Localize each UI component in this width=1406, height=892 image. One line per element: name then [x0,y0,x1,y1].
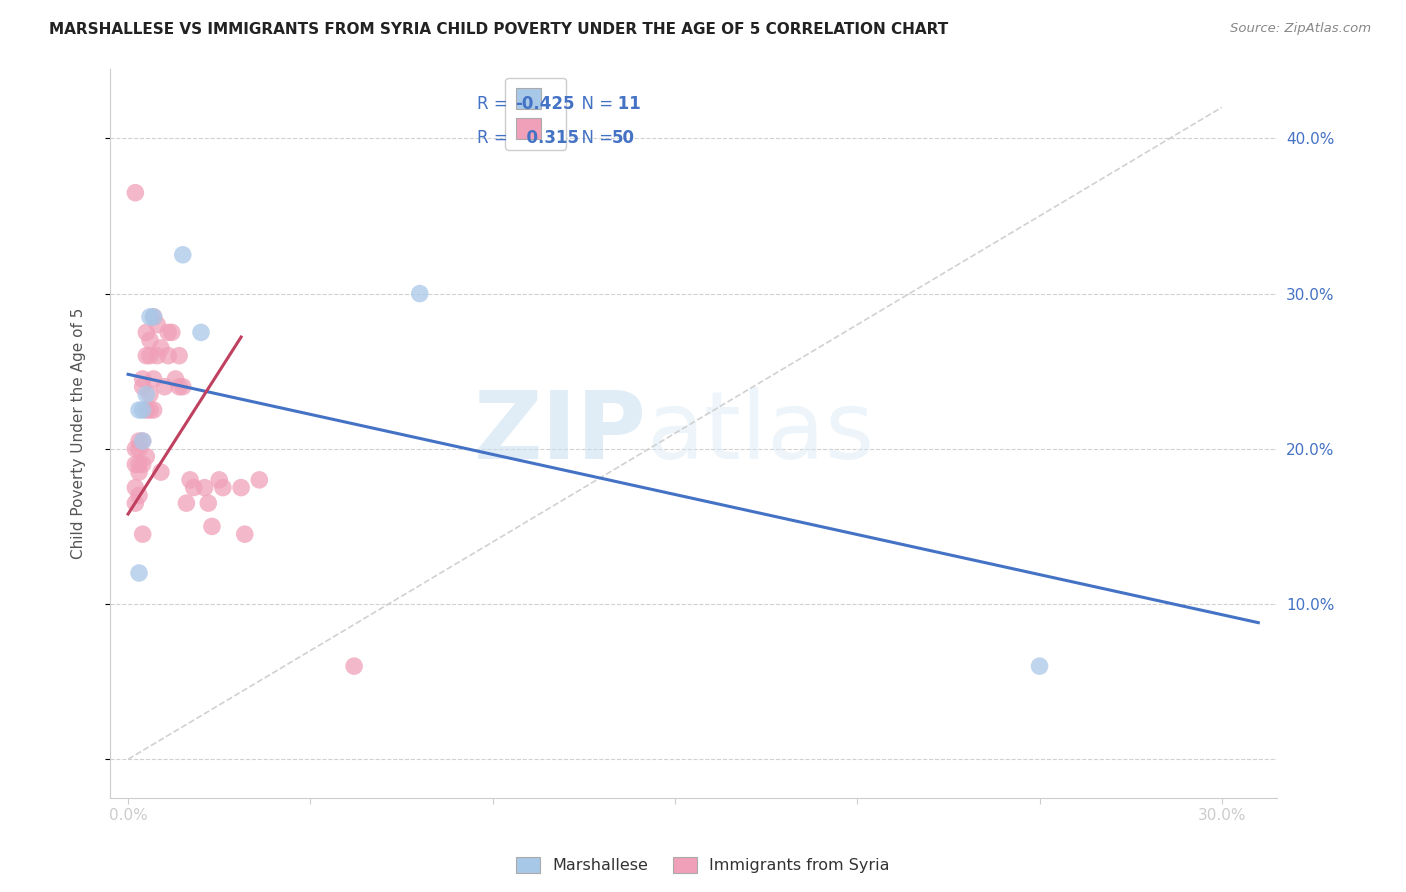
Point [146,349,169,363]
Point [131,527,153,541]
Point [167,349,190,363]
Text: R =: R = [478,128,513,147]
Point [135,403,157,417]
Text: N =: N = [571,95,619,112]
Point [128,442,150,456]
Point [142,403,165,417]
Point [124,481,146,495]
Point [167,380,190,394]
Point [135,349,157,363]
Point [183,481,205,495]
Point [229,481,252,495]
Point [208,473,231,487]
Legend: , : , [505,78,567,150]
Point [131,434,153,448]
Point [160,326,183,340]
Point [139,333,162,347]
Point [194,481,217,495]
Point [139,387,162,401]
Text: MARSHALLESE VS IMMIGRANTS FROM SYRIA CHILD POVERTY UNDER THE AGE OF 5 CORRELATIO: MARSHALLESE VS IMMIGRANTS FROM SYRIA CHI… [49,22,949,37]
Text: 11: 11 [612,95,640,112]
Point [128,566,150,580]
Point [128,465,150,479]
Point [131,372,153,386]
Point [197,496,219,510]
Point [201,519,224,533]
Point [212,481,235,495]
Point [124,186,146,200]
Point [135,450,157,464]
Text: R =: R = [478,95,513,112]
Point [131,403,153,417]
Text: atlas: atlas [647,387,875,479]
Point [139,349,162,363]
Text: 0.315: 0.315 [515,128,579,147]
Point [165,372,187,386]
Point [233,527,256,541]
Point [142,310,165,324]
Point [157,349,180,363]
Text: 50: 50 [612,128,634,147]
Point [124,458,146,472]
Point [179,473,201,487]
Point [142,310,165,324]
Point [124,442,146,456]
Point [149,341,172,355]
Point [343,659,366,673]
Point [247,473,270,487]
Point [190,326,212,340]
Point [128,403,150,417]
Point [128,488,150,502]
Point [142,372,165,386]
Text: -0.425: -0.425 [515,95,574,112]
Point [139,403,162,417]
Point [135,326,157,340]
Point [124,496,146,510]
Point [172,248,194,262]
Point [139,310,162,324]
Point [409,286,432,301]
Point [157,326,180,340]
Point [172,380,194,394]
Point [1028,659,1050,673]
Point [135,387,157,401]
Point [149,465,172,479]
Point [146,318,169,332]
Text: Source: ZipAtlas.com: Source: ZipAtlas.com [1230,22,1371,36]
Text: N =: N = [571,128,619,147]
Point [153,380,176,394]
Point [131,380,153,394]
Point [176,496,198,510]
Point [128,458,150,472]
Legend: Marshallese, Immigrants from Syria: Marshallese, Immigrants from Syria [510,850,896,880]
Point [131,458,153,472]
Point [128,434,150,448]
Point [131,434,153,448]
Y-axis label: Child Poverty Under the Age of 5: Child Poverty Under the Age of 5 [72,308,86,559]
Text: ZIP: ZIP [474,387,647,479]
